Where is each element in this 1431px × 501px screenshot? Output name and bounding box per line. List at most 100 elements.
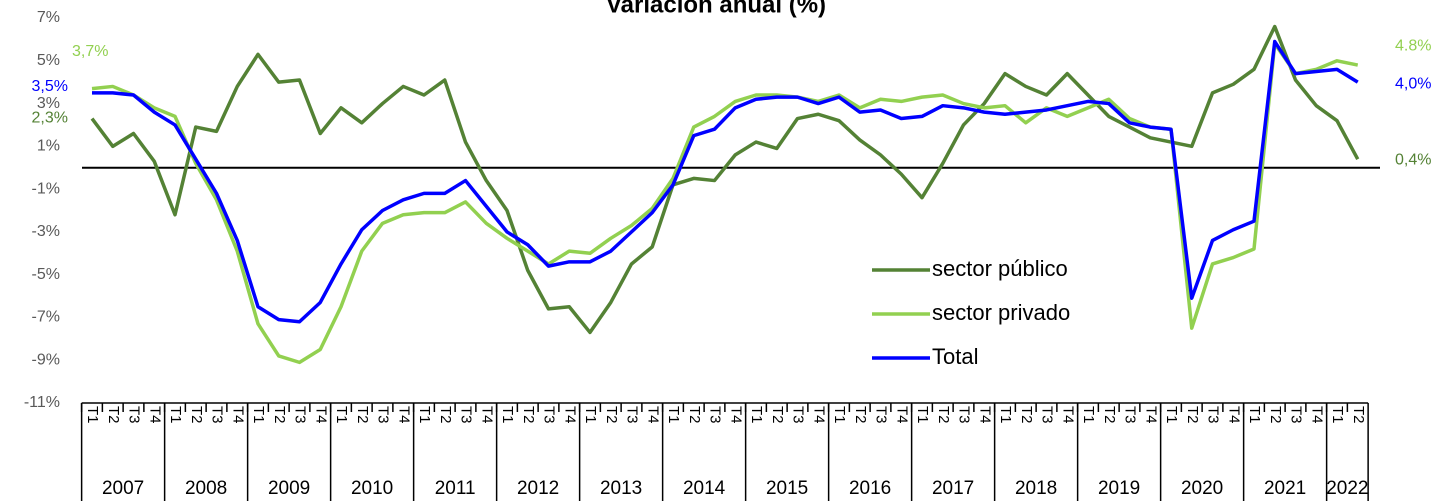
year-label: 2008 <box>185 478 227 499</box>
x-tick-label: T4 <box>1059 406 1076 424</box>
year-label: 2007 <box>102 478 144 499</box>
x-tick-label: T2 <box>520 406 537 424</box>
year-label: 2011 <box>435 478 476 499</box>
data-label: 2,3% <box>32 110 68 127</box>
x-tick-label: T4 <box>644 406 661 424</box>
x-tick-label: T1 <box>1163 406 1180 424</box>
x-tick-label: T1 <box>416 406 433 424</box>
x-tick-label: T2 <box>1267 406 1284 424</box>
x-tick-label: T1 <box>748 406 765 424</box>
x-tick-label: T4 <box>395 406 412 424</box>
x-tick-label: T1 <box>1329 406 1346 424</box>
x-tick-label: T4 <box>312 406 329 424</box>
x-tick-label: T4 <box>561 406 578 424</box>
year-label: 2014 <box>683 478 726 499</box>
x-tick-label: T4 <box>1225 406 1242 424</box>
year-label: 2015 <box>766 478 808 499</box>
series-line <box>92 39 1359 324</box>
year-label: 2018 <box>1015 478 1057 499</box>
x-tick-label: T2 <box>1350 406 1367 424</box>
x-tick-label: T2 <box>686 406 703 424</box>
year-label: 2022 <box>1326 478 1368 499</box>
x-tick-label: T3 <box>458 406 475 424</box>
x-tick-label: T2 <box>1101 406 1118 424</box>
year-label: 2013 <box>600 478 642 499</box>
x-tick-label: T3 <box>956 406 973 424</box>
x-tick-label: T1 <box>1246 406 1263 424</box>
x-tick-label: T4 <box>810 406 827 424</box>
x-tick-label: T4 <box>1308 406 1325 424</box>
x-tick-label: T3 <box>873 406 890 424</box>
x-tick-label: T2 <box>105 406 122 424</box>
x-tick-label: T3 <box>1205 406 1222 424</box>
x-tick-label: T3 <box>624 406 641 424</box>
x-tick-label: T2 <box>354 406 371 424</box>
data-label: 0,4% <box>1395 151 1431 168</box>
x-tick-label: T2 <box>1018 406 1035 424</box>
x-tick-label: T3 <box>1039 406 1056 424</box>
x-tick-label: T2 <box>437 406 454 424</box>
x-tick-label: T1 <box>831 406 848 424</box>
x-tick-label: T1 <box>914 406 931 424</box>
x-tick-label: T2 <box>271 406 288 424</box>
y-tick-label: -11% <box>24 394 60 411</box>
x-tick-label: T1 <box>499 406 516 424</box>
legend-label: sector privado <box>932 300 1070 325</box>
legend-label: sector público <box>932 256 1068 281</box>
x-tick-label: T4 <box>893 406 910 424</box>
x-tick-label: T1 <box>997 406 1014 424</box>
x-tick-label: T4 <box>478 406 495 424</box>
x-tick-label: T2 <box>188 406 205 424</box>
x-tick-label: T2 <box>1184 406 1201 424</box>
x-tick-label: T2 <box>852 406 869 424</box>
y-tick-label: 1% <box>37 138 60 155</box>
x-tick-label: T3 <box>292 406 309 424</box>
x-tick-label: T3 <box>1122 406 1139 424</box>
y-tick-label: -5% <box>32 266 60 283</box>
data-label: 4,0% <box>1395 75 1431 92</box>
y-tick-label: 3% <box>37 95 60 112</box>
year-label: 2016 <box>849 478 891 499</box>
x-tick-label: T4 <box>229 406 246 424</box>
data-label: 3,5% <box>32 78 68 95</box>
x-tick-label: T4 <box>146 406 163 424</box>
year-label: 2017 <box>932 478 974 499</box>
data-label: 4.8% <box>1395 37 1431 54</box>
year-label: 2012 <box>517 478 559 499</box>
x-tick-label: T4 <box>727 406 744 424</box>
series-line <box>91 41 1359 365</box>
year-label: 2010 <box>351 478 393 499</box>
x-tick-label: T1 <box>1080 406 1097 424</box>
series-line <box>90 24 1360 335</box>
x-tick-label: T3 <box>375 406 392 424</box>
x-tick-label: T3 <box>541 406 558 424</box>
y-tick-label: -7% <box>32 309 60 326</box>
y-tick-label: -1% <box>32 180 60 197</box>
legend-label: Total <box>932 344 978 369</box>
chart-title: Variación anual (%) <box>606 0 826 18</box>
x-tick-label: T3 <box>1288 406 1305 424</box>
x-tick-label: T1 <box>167 406 184 424</box>
x-tick-label: T1 <box>250 406 267 424</box>
x-tick-label: T1 <box>333 406 350 424</box>
x-tick-label: T1 <box>84 406 101 424</box>
year-label: 2021 <box>1264 478 1306 499</box>
year-label: 2009 <box>268 478 310 499</box>
x-tick-label: T2 <box>603 406 620 424</box>
x-tick-label: T3 <box>790 406 807 424</box>
x-tick-label: T1 <box>665 406 682 424</box>
year-label: 2019 <box>1098 478 1140 499</box>
x-tick-label: T4 <box>1142 406 1159 424</box>
x-tick-label: T2 <box>935 406 952 424</box>
x-tick-label: T3 <box>126 406 143 424</box>
x-tick-label: T4 <box>976 406 993 424</box>
y-tick-label: 5% <box>37 52 60 69</box>
x-tick-label: T3 <box>209 406 226 424</box>
x-tick-label: T2 <box>769 406 786 424</box>
year-label: 2020 <box>1181 478 1223 499</box>
y-tick-label: -3% <box>32 223 60 240</box>
y-tick-label: 7% <box>37 9 60 26</box>
y-tick-label: -9% <box>32 351 60 368</box>
x-tick-label: T3 <box>707 406 724 424</box>
